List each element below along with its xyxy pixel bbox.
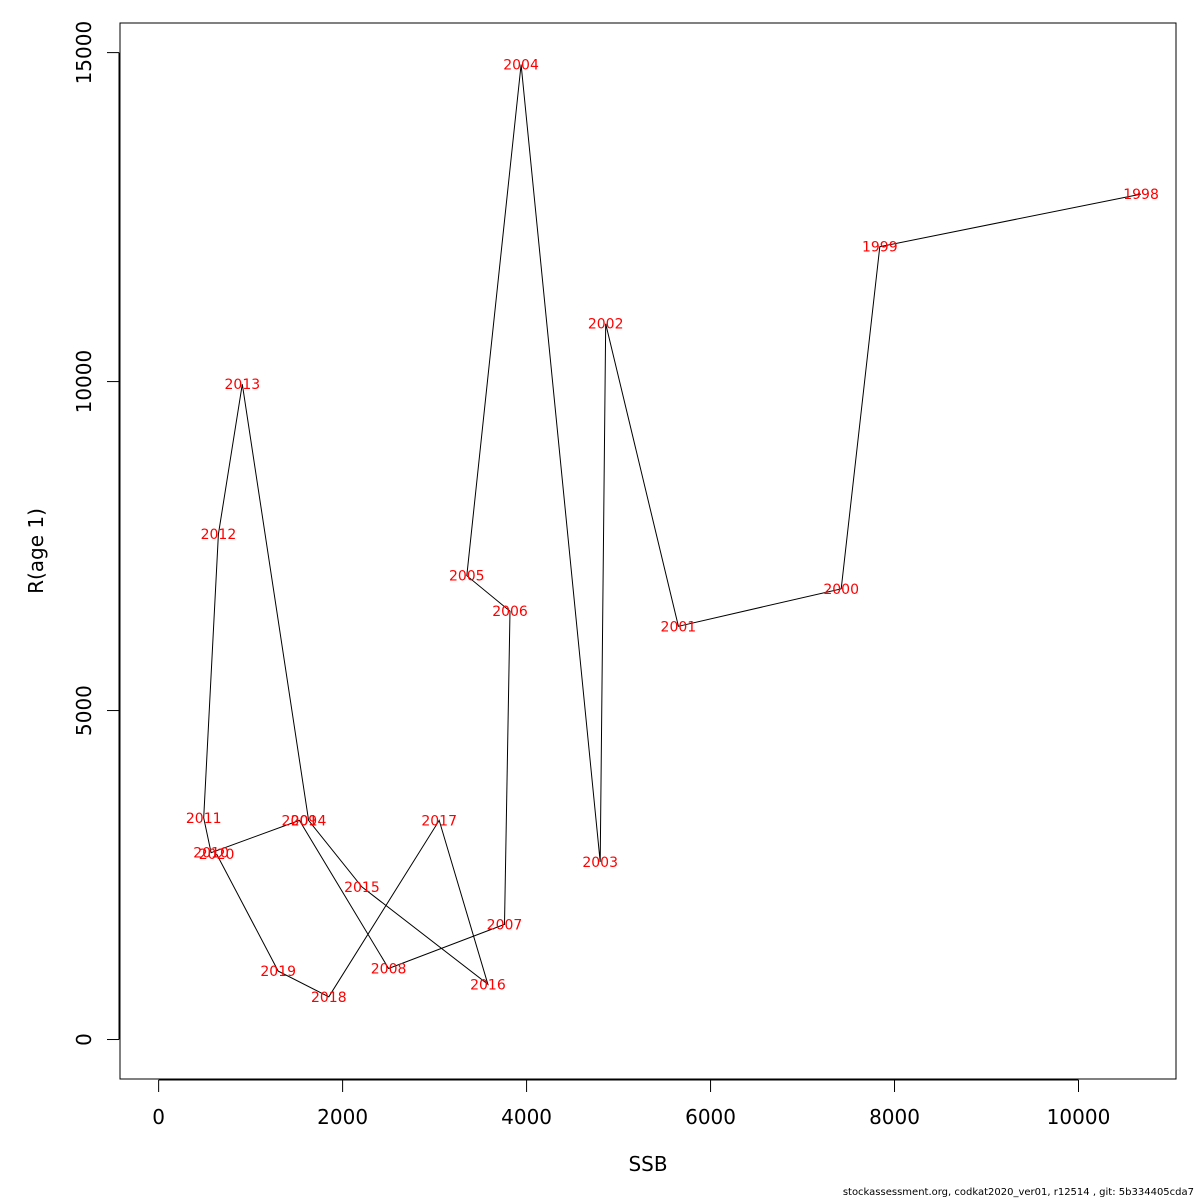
point-year-label: 2019 — [260, 964, 296, 980]
point-year-label: 2006 — [492, 604, 528, 620]
x-axis: 0 2000 4000 6000 8000 10000 — [152, 1079, 1111, 1129]
y-tick-label: 10000 — [72, 350, 96, 414]
point-year-label: 2005 — [449, 569, 485, 585]
y-tick-label: 0 — [72, 1033, 96, 1046]
x-tick-label: 8000 — [869, 1105, 920, 1129]
point-year-label: 1999 — [862, 240, 898, 256]
point-year-label: 2012 — [201, 527, 237, 543]
footer-credit: stockassessment.org, codkat2020_ver01, r… — [842, 1187, 1194, 1198]
point-year-label: 2017 — [421, 813, 457, 829]
x-axis-title: SSB — [628, 1152, 667, 1176]
point-year-label: 2010 — [193, 846, 229, 862]
year-labels: 1998 1999 2000 2001 2002 2003 2004 2005 2006 2007… — [186, 57, 1159, 1005]
plot-frame — [119, 22, 1177, 1080]
point-year-label: 2009 — [282, 813, 318, 829]
x-tick-label: 6000 — [685, 1105, 736, 1129]
x-tick-label: 10000 — [1047, 1105, 1111, 1129]
point-year-label: 2013 — [225, 377, 261, 393]
point-year-label: 2003 — [582, 855, 618, 871]
point-year-label: 2004 — [503, 57, 539, 73]
y-axis-title: R(age 1) — [24, 508, 48, 594]
point-year-label: 2001 — [661, 619, 697, 635]
y-tick-label: 15000 — [72, 21, 96, 85]
point-year-label: 2007 — [487, 917, 523, 933]
x-tick-label: 2000 — [317, 1105, 368, 1129]
point-year-label: 2020 — [199, 847, 235, 863]
point-year-label: 2016 — [470, 977, 506, 993]
point-year-label: 2000 — [823, 582, 859, 598]
point-year-label: 2008 — [371, 961, 407, 977]
x-tick-label: 4000 — [501, 1105, 552, 1129]
point-year-label: 2002 — [588, 317, 624, 333]
point-year-label: 2011 — [186, 811, 222, 827]
point-year-label: 2014 — [291, 813, 327, 829]
recruitment-series-line — [203, 64, 1142, 998]
y-tick-label: 5000 — [72, 685, 96, 736]
y-axis: 0 5000 10000 15000 — [72, 21, 120, 1046]
x-tick-label: 0 — [152, 1105, 165, 1129]
point-year-label: 2018 — [311, 990, 347, 1006]
point-year-label: 2015 — [344, 880, 380, 896]
point-year-label: 1998 — [1123, 187, 1159, 203]
